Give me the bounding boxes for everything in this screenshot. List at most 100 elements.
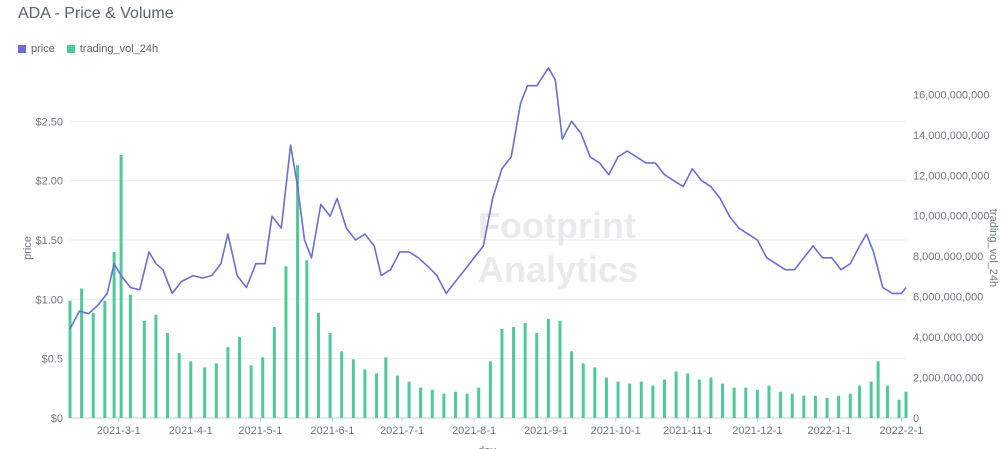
- volume-bar: [662, 379, 666, 418]
- chart-legend: price trading_vol_24h: [18, 43, 158, 55]
- volume-bar: [512, 326, 516, 418]
- legend-item-price[interactable]: price: [18, 43, 55, 55]
- left-tick-label: $2.00: [35, 176, 63, 188]
- x-tick-label: 2022-2-1: [879, 425, 923, 437]
- volume-bar: [91, 312, 95, 418]
- volume-bar: [384, 357, 388, 418]
- right-tick-label: 12,000,000,000: [913, 170, 989, 182]
- right-tick-label: 2,000,000,000: [913, 373, 983, 385]
- volume-bar: [721, 383, 725, 418]
- volume-bar: [709, 377, 713, 418]
- volume-bar: [442, 393, 446, 418]
- volume-bar: [154, 314, 158, 418]
- volume-bar: [395, 375, 399, 418]
- volume-bar: [488, 361, 492, 418]
- volume-bar: [848, 393, 852, 418]
- y-axis-title-left: price: [22, 236, 34, 260]
- right-axis-ticks: 0 2,000,000,000 4,000,000,000 6,000,000,000…: [913, 89, 989, 425]
- volume-bar: [465, 393, 469, 418]
- right-tick-label: 8,000,000,000: [913, 251, 983, 263]
- volume-bar: [328, 333, 332, 418]
- volume-bar: [375, 373, 379, 418]
- watermark-line2: Analytics: [478, 249, 638, 290]
- volume-bar: [407, 381, 411, 418]
- watermark: Footprint Analytics: [478, 205, 638, 290]
- left-tick-label: $0.5: [42, 354, 63, 366]
- volume-bar: [639, 381, 643, 418]
- volume-bar: [825, 397, 829, 418]
- grid-lines: [70, 120, 906, 419]
- left-tick-label: $2.50: [35, 116, 63, 128]
- volume-bar: [284, 266, 288, 418]
- volume-bar: [904, 391, 908, 418]
- volume-bar: [732, 387, 736, 418]
- price-line: [69, 67, 907, 330]
- volume-bar: [351, 359, 355, 418]
- legend-label-price: price: [31, 43, 55, 55]
- left-tick-label: $1.00: [35, 294, 63, 306]
- volume-bar: [453, 391, 457, 418]
- volume-bar: [296, 165, 300, 418]
- volume-bar: [802, 395, 806, 418]
- volume-bar: [272, 326, 276, 418]
- volume-bar: [744, 387, 748, 418]
- volume-bar: [686, 373, 690, 418]
- volume-bar: [546, 318, 550, 418]
- legend-item-volume[interactable]: trading_vol_24h: [66, 43, 159, 55]
- volume-bar: [755, 389, 759, 418]
- volume-bar: [80, 288, 84, 418]
- x-tick-label: 2021-11-1: [663, 425, 712, 437]
- volume-bar: [523, 322, 527, 418]
- legend-swatch-price: [18, 45, 26, 53]
- x-tick-label: 2021-7-1: [380, 425, 424, 437]
- volume-bar: [316, 312, 320, 418]
- x-axis-ticks: 2021-3-1 2021-4-1 2021-5-1 2021-6-1 2021-7-1…: [97, 418, 923, 437]
- volume-bar: [558, 320, 562, 418]
- volume-bar: [535, 333, 539, 418]
- right-tick-label: 0: [913, 413, 919, 425]
- volume-bar: [203, 367, 207, 418]
- volume-bar: [869, 381, 873, 418]
- x-tick-label: 2021-10-1: [591, 425, 641, 437]
- volume-bar: [214, 363, 218, 418]
- volume-bar: [697, 379, 701, 418]
- x-tick-label: 2022-1-1: [807, 425, 851, 437]
- volume-bar: [790, 393, 794, 418]
- volume-bar: [885, 385, 889, 418]
- volume-bar: [226, 347, 230, 418]
- legend-label-volume: trading_vol_24h: [79, 43, 159, 55]
- volume-bar: [500, 329, 504, 418]
- volume-bar: [419, 387, 423, 418]
- volume-bar: [477, 387, 481, 418]
- left-tick-label: $1.50: [35, 235, 63, 247]
- volume-bar: [897, 399, 901, 418]
- volume-bar: [128, 294, 132, 418]
- chart-title: ADA - Price & Volume: [18, 5, 174, 22]
- x-tick-label: 2021-4-1: [169, 425, 213, 437]
- right-tick-label: 6,000,000,000: [913, 292, 983, 304]
- volume-bar: [166, 333, 170, 418]
- x-tick-label: 2021-3-1: [97, 425, 141, 437]
- right-tick-label: 14,000,000,000: [913, 130, 989, 142]
- legend-swatch-volume: [66, 45, 75, 53]
- volume-bar: [876, 361, 880, 418]
- price-line-group: [69, 67, 907, 330]
- volume-bar: [363, 369, 367, 418]
- volume-bar: [340, 351, 344, 418]
- volume-bars: [68, 155, 908, 418]
- volume-bar: [616, 381, 620, 418]
- watermark-line1: Footprint: [478, 205, 636, 246]
- x-tick-label: 2021-5-1: [238, 425, 282, 437]
- volume-bar: [570, 351, 574, 418]
- volume-bar: [779, 391, 783, 418]
- x-axis-title: day: [478, 445, 496, 449]
- volume-bar: [249, 365, 253, 418]
- volume-bar: [674, 371, 678, 418]
- y-axis-title-right: trading_vol_24h: [987, 209, 999, 287]
- volume-bar: [593, 367, 597, 418]
- volume-bar: [305, 260, 309, 418]
- right-tick-label: 4,000,000,000: [913, 332, 983, 344]
- left-tick-label: $0: [51, 413, 63, 425]
- x-tick-label: 2021-9-1: [524, 425, 568, 437]
